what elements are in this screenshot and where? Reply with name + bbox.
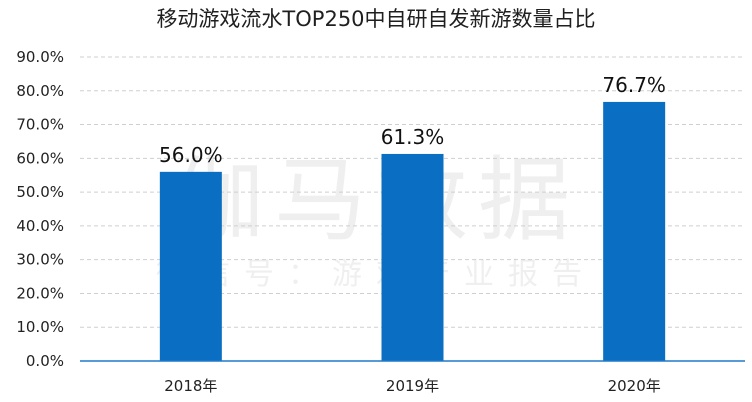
y-tick-label: 80.0% [16, 82, 64, 100]
bar [381, 153, 444, 361]
x-tick-label: 2018年 [164, 377, 217, 395]
watermark: 伽马数据 微信号：游戏产业报告 [156, 147, 596, 292]
y-tick-label: 10.0% [16, 318, 64, 336]
y-tick-label: 90.0% [16, 48, 64, 66]
watermark-account: 微信号：游戏产业报告 [156, 257, 596, 292]
watermark-brand: 伽马数据 [172, 147, 580, 254]
bar [159, 171, 222, 361]
y-tick-label: 0.0% [26, 352, 64, 370]
y-tick-label: 70.0% [16, 116, 64, 134]
y-tick-label: 60.0% [16, 149, 64, 167]
bars [159, 101, 666, 362]
data-label: 56.0% [159, 143, 223, 167]
y-tick-label: 30.0% [16, 251, 64, 269]
data-label: 76.7% [602, 73, 666, 97]
x-tick-label: 2019年 [386, 377, 439, 395]
y-tick-label: 20.0% [16, 284, 64, 302]
x-axis-tick-labels: 2018年 2019年 2020年 [164, 377, 661, 395]
data-labels: 56.0% 61.3% 76.7% [159, 73, 666, 167]
bar [603, 101, 666, 362]
chart-title: 移动游戏流水TOP250中自研自发新游数量占比 [156, 7, 595, 31]
y-tick-label: 50.0% [16, 183, 64, 201]
y-tick-label: 40.0% [16, 217, 64, 235]
x-tick-label: 2020年 [608, 377, 661, 395]
y-axis-tick-labels: 0.0% 10.0% 20.0% 30.0% 40.0% 50.0% 60.0% 70.0% 8… [16, 48, 64, 370]
data-label: 61.3% [381, 125, 445, 149]
